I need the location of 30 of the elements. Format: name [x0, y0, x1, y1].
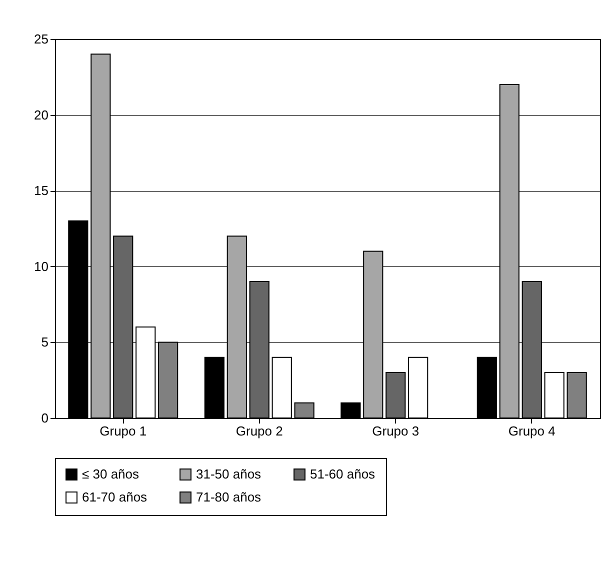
- legend-label: 71-80 años: [196, 490, 262, 504]
- bar: [272, 356, 292, 418]
- x-tick-label: Grupo 2: [236, 424, 283, 438]
- bar: [408, 356, 428, 418]
- bar: [136, 326, 156, 418]
- y-tick-label: 20: [34, 107, 48, 122]
- bar: [340, 402, 361, 418]
- bar: [476, 356, 497, 418]
- y-tick-label: 0: [41, 410, 48, 426]
- bar: [363, 250, 384, 418]
- legend-label: 31-50 años: [196, 466, 262, 482]
- x-tick-label: Grupo 1: [100, 424, 147, 438]
- bar: [226, 236, 247, 418]
- bar: [204, 356, 224, 418]
- x-tick-label: Grupo 4: [508, 424, 556, 438]
- bar: [294, 402, 314, 418]
- y-tick-label: 5: [41, 334, 48, 350]
- y-tick-label: 15: [34, 183, 48, 198]
- y-tick-label: 25: [34, 32, 48, 46]
- bar: [158, 342, 178, 418]
- bar: [499, 84, 520, 418]
- legend-label: ≤ 30 años: [82, 466, 140, 482]
- legend-label: 61-70 años: [82, 490, 148, 504]
- bar: [68, 220, 88, 418]
- x-tick-label: Grupo 3: [372, 424, 420, 438]
- y-tick-label: 10: [34, 258, 48, 274]
- bar: [566, 372, 587, 418]
- bar: [544, 372, 564, 418]
- bar: [90, 54, 111, 418]
- legend-label: 51-60 años: [310, 466, 376, 482]
